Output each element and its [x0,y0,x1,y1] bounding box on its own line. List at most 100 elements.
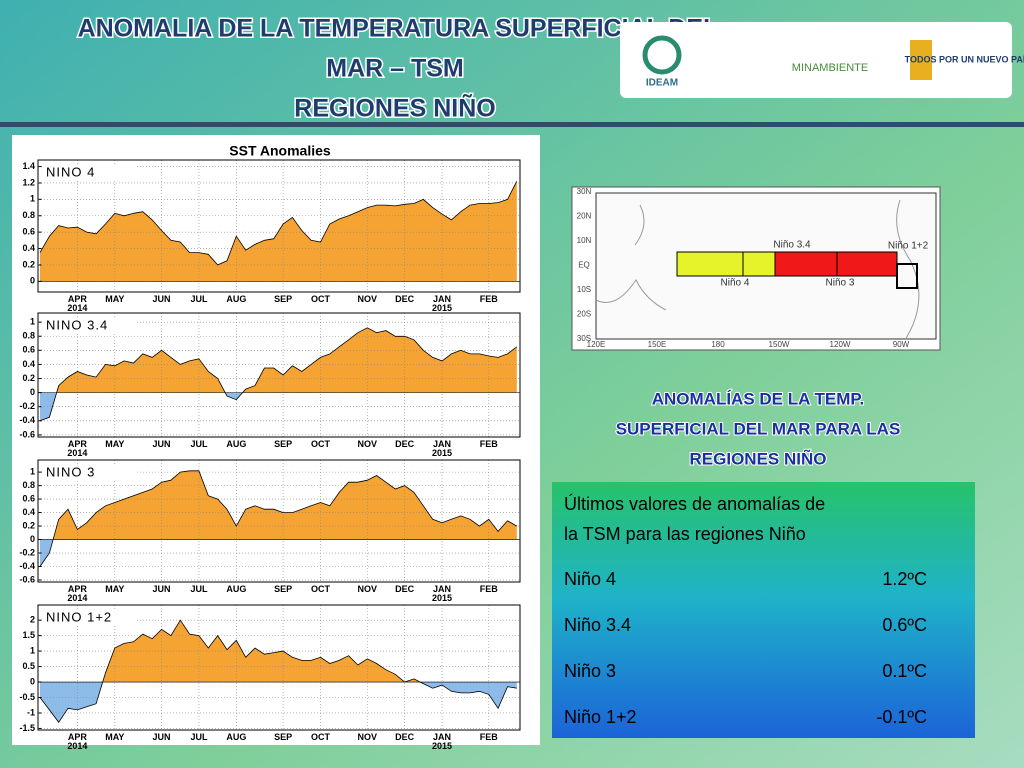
region-value: -0.1ºC [876,707,927,727]
y-tick-label: 0.2 [22,373,35,383]
lat-label: 10N [577,236,592,245]
y-tick-label: 0.2 [22,520,35,530]
y-tick-label: 1 [30,194,35,204]
x-tick-label: NOV [357,294,377,304]
x-tick-label: AUG [226,732,246,742]
info-intro: Últimos valores de anomalías de [564,493,825,514]
y-tick-label: -0.4 [19,415,35,425]
lon-label: 150W [769,340,790,349]
x-tick-label: NOV [357,584,377,594]
panel-title: NINO 3 [46,464,95,479]
x-tick-label: APR 2014 [67,732,87,751]
area-positive [56,327,517,393]
y-tick-label: -0.6 [19,574,35,584]
y-tick-label: -0.6 [19,429,35,439]
x-tick-label: JUL [190,584,208,594]
label-bg [42,164,137,180]
y-tick-label: 0.4 [22,507,35,517]
y-tick-label: 1 [30,317,35,327]
y-tick-label: 0.6 [22,493,35,503]
lon-label: 150E [648,340,667,349]
x-tick-label: OCT [311,439,331,449]
panel-title: NINO 3.4 [46,317,108,332]
y-tick-label: 0 [30,676,35,686]
info-intro: la TSM para las regiones Niño [564,524,806,544]
lon-label: 120E [587,340,606,349]
x-tick-label: JUN [153,584,171,594]
x-tick-label: JAN 2015 [432,732,452,751]
x-tick-label: JUN [153,732,171,742]
area-outline [39,470,518,567]
lat-label: 20S [577,310,591,319]
x-tick-label: DEC [395,732,415,742]
x-tick-label: NOV [357,732,377,742]
lat-label: 20N [577,212,592,221]
x-tick-label: JUL [190,732,208,742]
y-tick-label: -1 [27,707,35,717]
region-box [896,263,918,289]
y-tick-label: 2 [30,615,35,625]
x-tick-label: JAN 2015 [432,584,452,603]
y-tick-label: -0.4 [19,561,35,571]
x-tick-label: JAN 2015 [432,294,452,313]
region-label: Niño 3 [826,278,855,289]
region-label: Niño 1+2 [888,241,929,252]
region-name: Niño 1+2 [564,707,637,727]
region-box [774,251,838,277]
area-outline [39,327,518,422]
x-tick-label: APR 2014 [67,584,87,603]
title-line: REGIONES NIÑO [294,93,495,123]
region-label: Niño 4 [721,278,750,289]
panel-title: NINO 1+2 [46,609,112,624]
x-tick-label: DEC [395,584,415,594]
caption-line: ANOMALÍAS DE LA TEMP. [652,389,865,408]
x-tick-label: APR 2014 [67,439,87,458]
chart-title: SST Anomalies [229,143,331,159]
x-tick-label: JUN [153,439,171,449]
lon-label: 120W [830,340,851,349]
x-tick-label: FEB [480,294,499,304]
plot-frame [37,312,521,438]
label-bg [42,464,137,480]
info-box [552,482,975,738]
area-positive [40,181,517,282]
title-line: MAR – TSM [326,55,464,83]
y-tick-label: 0 [30,276,35,286]
label-bg [42,609,137,625]
region-name: Niño 4 [564,569,616,589]
plot-frame [37,604,521,731]
logo: MINAMBIENTE [792,62,868,74]
x-tick-label: FEB [480,584,499,594]
y-tick-label: 1.5 [22,630,35,640]
lat-label: 30N [577,187,592,196]
x-tick-label: DEC [395,439,415,449]
y-tick-label: 1.4 [22,161,35,171]
plot-frame [37,159,521,293]
lon-label: 90W [893,340,910,349]
region-box [836,251,898,277]
y-tick-label: -0.5 [19,692,35,702]
x-tick-label: SEP [274,294,292,304]
x-tick-label: AUG [226,294,246,304]
x-tick-label: FEB [480,439,499,449]
x-tick-label: SEP [274,439,292,449]
title-line: ANOMALIA DE LA TEMPERATURA SUPERFICIAL D… [78,15,719,43]
region-name: Niño 3 [564,661,616,681]
x-tick-label: SEP [274,584,292,594]
region-label: Niño 3.4 [773,240,811,251]
logo: IDEAM [646,78,678,89]
y-tick-label: 0.8 [22,210,35,220]
x-tick-label: JUL [190,439,208,449]
caption-line: REGIONES NIÑO [690,448,827,468]
region-value: 0.6ºC [882,615,927,635]
x-tick-label: MAY [105,294,124,304]
x-tick-label: AUG [226,439,246,449]
area-negative [40,682,517,723]
y-tick-label: 1 [30,467,35,477]
y-tick-label: -0.2 [19,401,35,411]
y-tick-label: 0.6 [22,227,35,237]
plot-frame [37,459,521,583]
region-box [676,251,744,277]
x-tick-label: NOV [357,439,377,449]
